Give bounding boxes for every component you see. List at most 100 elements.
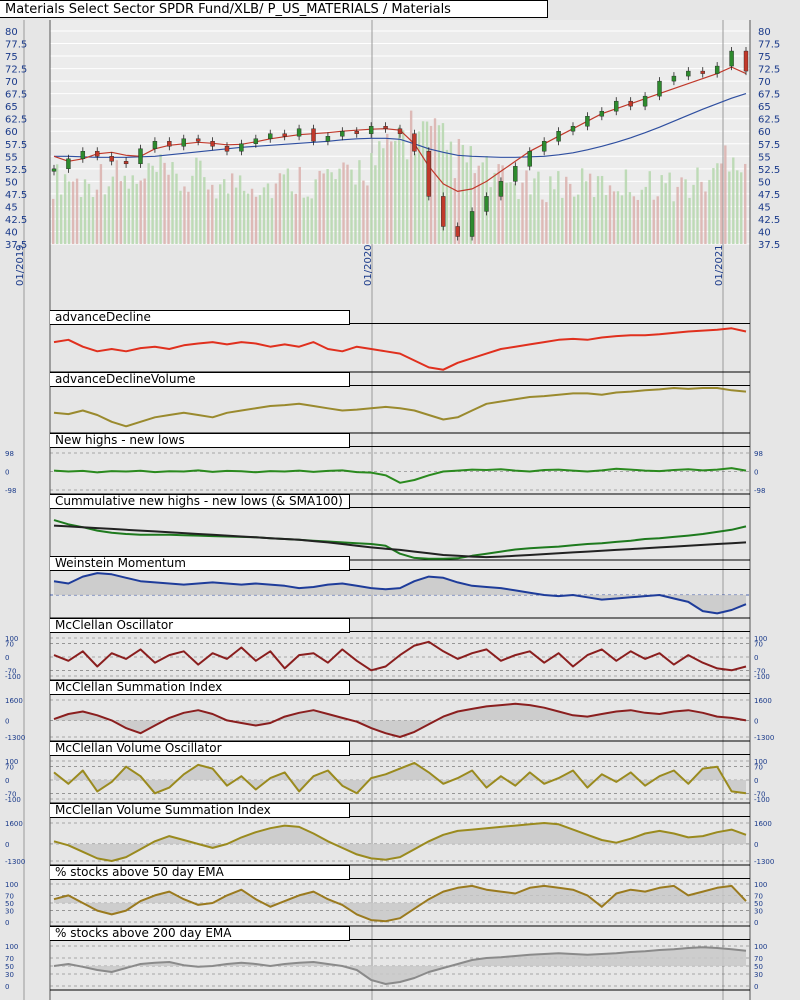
volume-bar: [274, 183, 278, 244]
volume-bar: [537, 171, 540, 244]
volume-bar: [179, 190, 182, 244]
panel-tick-label-left: 70: [5, 641, 14, 649]
volume-bar: [644, 186, 647, 244]
panel-tick-label-left: -100: [5, 673, 21, 681]
price-tick-label-right: 40: [758, 227, 771, 238]
panel-label-advance-decline: advanceDecline: [50, 310, 350, 325]
volume-bar: [465, 162, 469, 244]
volume-bar: [278, 173, 282, 244]
panel-divider: [350, 878, 750, 879]
price-candle: [383, 126, 388, 129]
price-tick-label-right: 37.5: [758, 240, 780, 251]
volume-bar: [569, 183, 572, 244]
panel-tick-label-right: 100: [754, 943, 767, 951]
price-candle: [412, 133, 417, 152]
panel-tick-label-left: 100: [5, 881, 18, 889]
price-candle: [570, 126, 576, 132]
price-candle: [556, 131, 561, 142]
volume-bar: [111, 176, 115, 244]
price-candle: [311, 128, 316, 142]
volume-bar: [91, 196, 95, 244]
price-tick-label-right: 60: [758, 127, 771, 138]
price-candle: [181, 138, 186, 147]
panel-divider: [350, 569, 750, 570]
volume-bar: [628, 192, 632, 244]
panel-label-mcclellan-summation: McClellan Summation Index: [50, 680, 350, 695]
chart-title: Materials Select Sector SPDR Fund/XLB/ P…: [0, 0, 548, 18]
price-tick-label-left: 65: [5, 102, 18, 113]
panel-tick-label-right: 70: [754, 892, 763, 900]
volume-bar: [521, 182, 524, 244]
panel-tick-label-right: -70: [754, 790, 765, 798]
stocks-above-200-day-ema-line-0: [53, 946, 747, 985]
volume-bar: [238, 175, 242, 244]
panel-tick-label-left: 1600: [5, 697, 23, 705]
panel-tick-label-right: 0: [754, 469, 758, 477]
price-candle: [541, 141, 547, 152]
x-tick-label: 01/2019: [15, 244, 26, 286]
volume-bar: [52, 198, 55, 244]
price-candle: [455, 226, 460, 237]
volume-bar: [688, 197, 691, 244]
volume-bar: [708, 179, 711, 244]
price-candle: [210, 141, 215, 147]
volume-bar: [270, 198, 274, 244]
panel-divider: [350, 939, 750, 940]
volume-bar: [541, 199, 544, 244]
volume-bar: [143, 178, 146, 244]
price-tick-label-right: 80: [758, 27, 771, 38]
panel-tick-label-left: -1300: [5, 734, 25, 742]
volume-bar: [668, 172, 671, 244]
volume-bar: [493, 172, 496, 244]
volume-bar: [139, 180, 142, 244]
panel-tick-label-right: -1300: [754, 858, 774, 866]
volume-bar: [676, 186, 679, 244]
volume-bar: [732, 157, 735, 244]
volume-bar: [525, 170, 528, 244]
panel-tick-label-right: -98: [754, 487, 765, 495]
price-candle: [426, 151, 432, 197]
volume-bar: [640, 189, 644, 244]
panel-label-weinstein-momentum: Weinstein Momentum: [50, 556, 350, 571]
panel-tick-label-left: 100: [5, 943, 18, 951]
panel-tick-label-left: 100: [5, 758, 18, 766]
price-tick-label-right: 55: [758, 152, 771, 163]
volume-bar: [596, 176, 600, 244]
volume-bar: [207, 189, 210, 244]
price-candle: [123, 161, 129, 165]
volume-bar: [322, 173, 325, 244]
panel-divider: [350, 507, 750, 508]
panel-tick-label-right: 50: [754, 963, 763, 971]
volume-bar: [59, 194, 63, 244]
volume-bar: [672, 201, 675, 244]
panel-tick-label-right: 70: [754, 764, 763, 772]
price-tick-label-left: 37.5: [5, 240, 27, 251]
volume-bar: [250, 188, 254, 244]
volume-bar: [390, 141, 393, 244]
volume-bar: [199, 160, 202, 244]
panel-tick-label-right: 98: [754, 450, 763, 458]
volume-bar: [461, 144, 465, 244]
volume-bar: [83, 179, 87, 244]
advancedeclinevolume-line-0: [53, 387, 747, 428]
mcclellan-summation-index-line-0: [53, 702, 747, 738]
volume-bar: [608, 185, 612, 244]
price-candle: [296, 128, 302, 137]
stocks-above-200-day-ema-fill-area: [54, 947, 746, 984]
volume-bar: [584, 181, 588, 244]
volume-bar: [386, 133, 389, 244]
price-candle: [700, 70, 705, 74]
volume-bar: [242, 190, 246, 244]
volume-bar: [712, 168, 715, 244]
panel-tick-label-left: -70: [5, 667, 16, 675]
price-candle: [527, 151, 532, 167]
volume-bar: [294, 193, 298, 244]
price-candle: [282, 133, 287, 137]
volume-bar: [473, 173, 476, 244]
panel-tick-label-right: 30: [754, 908, 763, 916]
volume-bar: [370, 153, 373, 244]
price-tick-label-right: 47.5: [758, 190, 780, 201]
volume-bar: [382, 148, 385, 244]
price-candle: [484, 196, 489, 212]
